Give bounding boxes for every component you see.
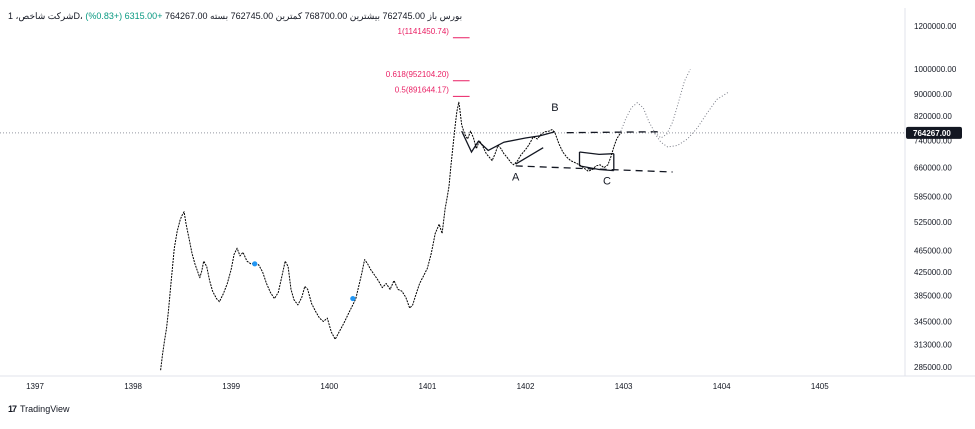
x-tick-label: 1399 <box>222 382 240 391</box>
y-tick-label: 1200000.00 <box>914 22 957 31</box>
marker-point <box>252 261 258 267</box>
projection-path <box>619 68 691 139</box>
x-tick-label: 1403 <box>615 382 633 391</box>
y-tick-label: 313000.00 <box>914 341 952 350</box>
y-tick-label: 285000.00 <box>914 363 952 372</box>
wave-line <box>579 165 614 172</box>
price-series-line <box>160 101 622 371</box>
y-tick-label: 585000.00 <box>914 192 952 201</box>
wave-label: A <box>512 172 520 184</box>
fib-level-label: 1(1141450.74) <box>398 27 450 36</box>
x-tick-label: 1404 <box>713 382 731 391</box>
tradingview-name: TradingView <box>20 404 70 414</box>
drawings-layer <box>0 37 905 173</box>
y-tick-label: 820000.00 <box>914 112 952 121</box>
x-tick-label: 1398 <box>124 382 142 391</box>
wave-line <box>461 130 556 154</box>
x-tick-label: 1405 <box>811 382 829 391</box>
legend-symbol: شرکت شاخص، 1D، بورس <box>8 11 463 21</box>
x-tick-label: 1402 <box>517 382 535 391</box>
y-tick-label: 525000.00 <box>914 218 952 227</box>
y-tick-label: 345000.00 <box>914 317 952 326</box>
wave-line <box>515 147 544 165</box>
x-tick-label: 1401 <box>419 382 437 391</box>
y-tick-label: 900000.00 <box>914 90 952 99</box>
tradingview-branding[interactable]: 17 TradingView <box>8 404 70 414</box>
tradingview-logo-icon: 17 <box>8 404 17 414</box>
y-tick-label: 740000.00 <box>914 137 952 146</box>
legend-ohlc: باز 762745.00 بیشترین 768700.00 کمترین 7… <box>164 11 438 21</box>
x-tick-label: 1397 <box>26 382 44 391</box>
x-tick-label: 1400 <box>320 382 338 391</box>
labels-layer: 764267.00 A B C 1(1141450.74) 0.618(952104.20… <box>252 27 962 302</box>
wave-label: B <box>551 102 558 114</box>
y-tick-label: 1000000.00 <box>914 65 957 74</box>
y-tick-label: 660000.00 <box>914 164 952 173</box>
last-price-badge <box>906 126 962 139</box>
fib-level-label: 0.618(952104.20) <box>386 70 450 79</box>
wave-label: C <box>603 175 611 187</box>
marker-point <box>350 295 356 302</box>
y-tick-label: 425000.00 <box>914 268 952 277</box>
fib-level-label: 0.5(891644.17) <box>395 85 450 94</box>
y-tick-label: 465000.00 <box>914 247 952 256</box>
dashed-trend-line <box>566 131 663 134</box>
last-price-label: 764267.00 <box>913 129 951 138</box>
y-tick-label: 385000.00 <box>914 291 952 300</box>
projection-path <box>652 91 730 148</box>
legend-change: +6315.00 (+0.83%) <box>85 11 163 21</box>
chart-legend: شرکت شاخص، 1D، بورس باز 762745.00 بیشتری… <box>8 11 462 22</box>
axes-layer: 1200000.00 1000000.00 900000.00 820000.00 74… <box>0 8 975 391</box>
series-layer <box>160 68 730 371</box>
wave-line <box>579 151 614 156</box>
